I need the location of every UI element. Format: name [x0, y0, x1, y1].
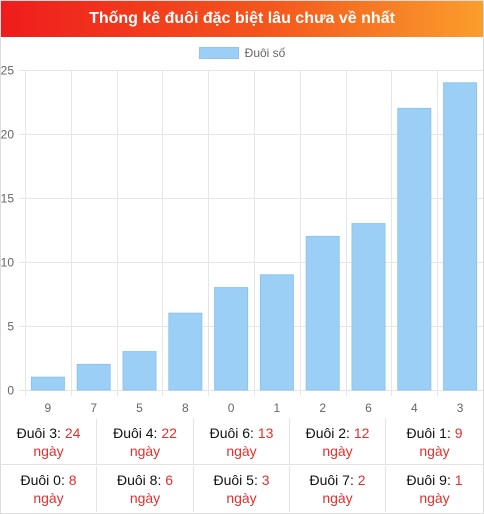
x-tick-label: 4 — [411, 401, 418, 415]
stat-cell: Đuôi 1: 9 ngày — [386, 419, 483, 465]
stat-cell: Đuôi 5: 3 ngày — [194, 466, 290, 512]
stat-unit: ngày — [322, 443, 353, 459]
stat-value: 9 — [454, 425, 463, 441]
stat-unit: ngày — [129, 490, 161, 506]
bar — [122, 351, 157, 391]
stat-unit: ngày — [322, 490, 353, 506]
x-tick-label: 1 — [274, 401, 281, 415]
stat-cell: Đuôi 3: 24 ngày — [1, 419, 97, 465]
legend-label: Đuôi số — [244, 46, 286, 60]
x-tick-label: 7 — [90, 401, 97, 415]
stat-value: 1 — [454, 472, 463, 488]
y-tick-label: 25 — [1, 64, 14, 78]
x-tick-label: 2 — [319, 401, 326, 415]
stat-label: Đuôi 6: — [209, 425, 258, 441]
stat-unit: ngày — [129, 443, 161, 459]
bar — [305, 235, 340, 391]
stat-value: 3 — [261, 472, 270, 488]
stat-unit: ngày — [226, 443, 257, 459]
stat-value: 12 — [353, 425, 370, 441]
stat-unit: ngày — [419, 490, 450, 506]
x-tick-label: 6 — [365, 401, 372, 415]
y-tick-label: 20 — [1, 128, 14, 142]
bar — [214, 287, 249, 391]
stat-value: 8 — [68, 472, 77, 488]
x-tick-label: 8 — [182, 401, 189, 415]
stat-unit: ngày — [33, 490, 64, 506]
stat-label: Đuôi 4: — [113, 425, 162, 441]
bar — [259, 274, 294, 391]
stat-unit: ngày — [226, 490, 257, 506]
stat-cell: Đuôi 2: 12 ngày — [290, 419, 386, 465]
stat-value: 24 — [64, 425, 81, 441]
bar — [30, 376, 65, 391]
stat-label: Đuôi 1: — [406, 425, 455, 441]
stat-label: Đuôi 0: — [20, 472, 69, 488]
bar — [443, 82, 478, 391]
stat-label: Đuôi 5: — [213, 472, 262, 488]
bar — [76, 363, 111, 391]
y-tick-label: 5 — [7, 320, 14, 334]
bar-chart: 0 5 10 15 20 25 9 7 5 8 0 1 2 6 4 3 — [1, 64, 483, 415]
stat-label: Đuôi 2: — [305, 425, 354, 441]
x-tick-label: 0 — [228, 401, 235, 415]
stat-label: Đuôi 7: — [309, 472, 358, 488]
stat-cell: Đuôi 9: 1 ngày — [386, 466, 483, 512]
bar — [351, 223, 386, 391]
stat-cell: Đuôi 0: 8 ngày — [1, 466, 97, 512]
bar — [168, 312, 203, 391]
x-tick-label: 5 — [136, 401, 143, 415]
bar — [397, 107, 432, 391]
stat-cell: Đuôi 7: 2 ngày — [290, 466, 386, 512]
stat-label: Đuôi 8: — [116, 472, 166, 488]
legend-swatch — [198, 47, 239, 59]
y-tick-label: 0 — [7, 384, 14, 398]
stat-label: Đuôi 3: — [16, 425, 65, 441]
stat-value: 13 — [257, 425, 274, 441]
stat-unit: ngày — [419, 443, 450, 459]
chart-legend[interactable]: Đuôi số — [1, 46, 483, 60]
stat-unit: ngày — [33, 443, 64, 459]
y-tick-label: 10 — [1, 256, 14, 270]
stat-label: Đuôi 9: — [406, 472, 455, 488]
stat-value: 22 — [161, 425, 177, 441]
x-tick-label: 9 — [45, 401, 52, 415]
chart-title: Thống kê đuôi đặc biệt lâu chưa về nhất — [1, 1, 483, 37]
stat-cell: Đuôi 6: 13 ngày — [194, 419, 290, 465]
stats-grid: Đuôi 3: 24 ngày Đuôi 4: 22 ngày Đuôi 6: 13 ng… — [1, 419, 483, 513]
stat-cell: Đuôi 4: 22 ngày — [97, 419, 194, 465]
x-tick-label: 3 — [457, 401, 464, 415]
y-tick-label: 15 — [1, 192, 14, 206]
stat-value: 6 — [165, 472, 174, 488]
stat-cell: Đuôi 8: 6 ngày — [97, 466, 194, 512]
stat-value: 2 — [357, 472, 366, 488]
